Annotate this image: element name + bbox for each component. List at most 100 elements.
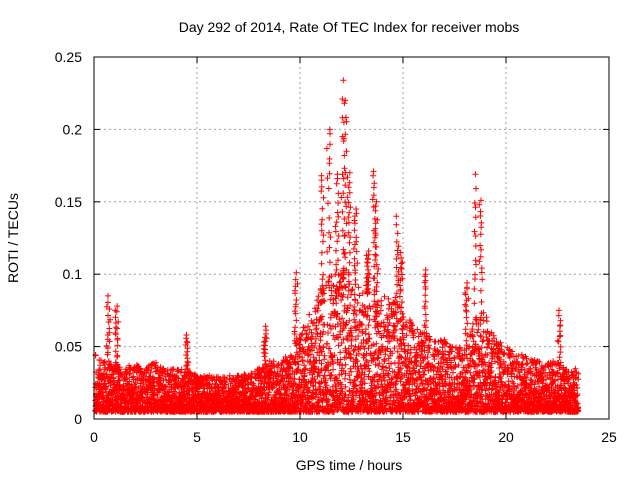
data-point xyxy=(381,377,388,384)
data-point xyxy=(185,382,192,389)
data-point xyxy=(305,343,312,350)
data-point xyxy=(217,392,224,399)
data-point xyxy=(268,370,275,376)
data-point xyxy=(174,368,181,375)
data-point xyxy=(319,348,325,355)
data-point xyxy=(301,372,308,379)
data-point xyxy=(348,287,355,294)
data-point xyxy=(314,297,321,304)
data-point xyxy=(262,390,269,397)
data-point xyxy=(296,353,303,360)
data-point xyxy=(270,384,276,391)
data-point xyxy=(306,387,313,394)
data-point xyxy=(318,316,325,323)
data-point xyxy=(301,362,308,369)
data-point xyxy=(92,352,99,358)
data-point xyxy=(166,389,173,396)
data-point xyxy=(170,366,177,373)
data-point xyxy=(137,366,144,373)
data-point xyxy=(103,383,110,390)
data-point xyxy=(164,383,170,390)
data-point xyxy=(319,313,325,320)
data-point xyxy=(255,377,262,384)
data-point xyxy=(312,340,319,347)
data-point xyxy=(321,352,328,359)
data-point xyxy=(378,297,385,304)
data-point xyxy=(479,338,486,345)
data-point xyxy=(116,377,123,384)
data-point xyxy=(342,284,349,291)
data-point xyxy=(151,392,158,399)
data-point xyxy=(321,356,328,363)
data-point xyxy=(208,384,215,391)
data-point xyxy=(99,389,106,396)
data-point xyxy=(249,371,256,378)
data-point xyxy=(314,402,321,409)
data-point xyxy=(333,300,340,307)
data-point xyxy=(139,383,145,390)
data-point xyxy=(269,385,276,392)
data-point xyxy=(306,311,313,318)
data-point xyxy=(132,384,139,391)
data-point xyxy=(310,383,317,390)
data-point xyxy=(289,383,296,390)
data-point xyxy=(222,381,229,388)
gridlines xyxy=(94,57,609,419)
data-point xyxy=(315,386,321,393)
data-point xyxy=(309,389,316,396)
data-point xyxy=(311,344,317,351)
data-point xyxy=(294,367,301,374)
data-point xyxy=(365,331,372,338)
data-point xyxy=(101,358,108,365)
data-point xyxy=(287,361,294,368)
data-point xyxy=(299,358,306,365)
data-point xyxy=(311,319,318,326)
data-point xyxy=(351,296,358,303)
data-point xyxy=(215,387,222,394)
data-point xyxy=(147,369,154,376)
data-point xyxy=(342,375,348,382)
data-point xyxy=(120,383,127,390)
data-point xyxy=(339,315,346,322)
data-point xyxy=(310,354,317,361)
data-point xyxy=(241,371,248,378)
data-point xyxy=(277,390,284,397)
data-point xyxy=(320,344,327,351)
data-point xyxy=(313,325,320,332)
data-point xyxy=(477,332,484,339)
data-point xyxy=(301,350,308,357)
data-point xyxy=(126,378,133,385)
data-point xyxy=(266,389,272,396)
data-point xyxy=(96,367,102,374)
data-point xyxy=(316,352,323,359)
data-point xyxy=(148,365,155,372)
data-point xyxy=(305,388,312,395)
data-point xyxy=(217,377,224,384)
data-point xyxy=(295,361,302,368)
data-points xyxy=(92,77,582,415)
data-point xyxy=(306,346,313,353)
data-point xyxy=(315,293,322,300)
data-point xyxy=(266,386,273,393)
data-point xyxy=(130,376,137,383)
data-point xyxy=(298,332,305,338)
data-point xyxy=(274,364,281,371)
data-point xyxy=(304,384,311,391)
data-point xyxy=(337,349,344,356)
data-point xyxy=(431,352,438,359)
data-point xyxy=(311,376,318,383)
data-point xyxy=(305,323,312,330)
data-point xyxy=(309,333,316,340)
data-point xyxy=(330,366,336,373)
data-point xyxy=(320,297,327,304)
data-point xyxy=(320,328,327,335)
data-point xyxy=(302,365,309,372)
data-point xyxy=(302,366,309,373)
data-point xyxy=(365,322,372,329)
data-point xyxy=(177,369,184,376)
data-point xyxy=(316,357,323,364)
data-point xyxy=(355,284,362,291)
data-point xyxy=(284,388,290,395)
data-point xyxy=(316,343,323,349)
